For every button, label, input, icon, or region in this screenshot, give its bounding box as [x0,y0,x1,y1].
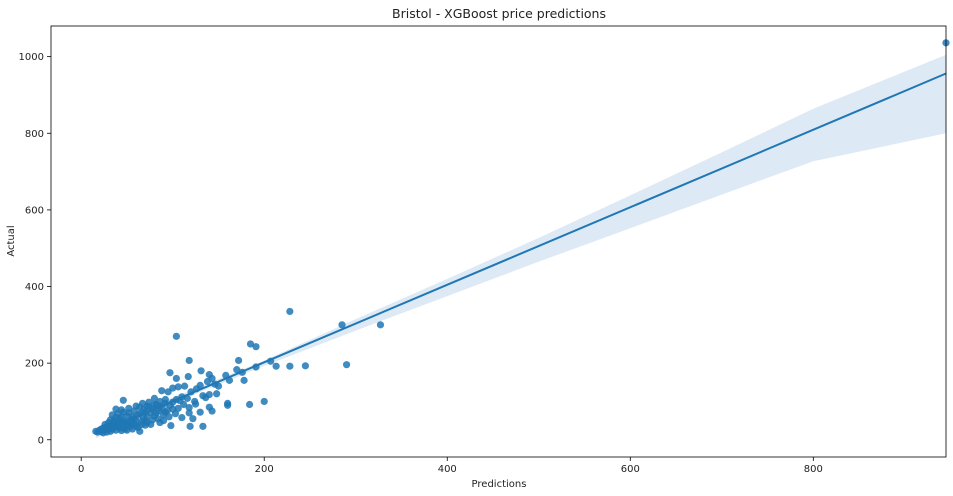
data-point [203,377,212,386]
data-point [301,362,310,370]
x-tick-label: 600 [621,464,640,475]
y-tick-label: 400 [25,282,44,293]
data-point [167,421,175,430]
data-point [158,387,166,395]
data-point [147,420,155,429]
chart-title: Bristol - XGBoost price predictions [392,6,606,21]
data-point [165,413,173,421]
data-point [196,408,204,416]
data-point [150,400,159,409]
data-point [172,374,180,383]
data-point [272,362,280,370]
data-point [141,417,149,425]
data-point [172,332,180,340]
data-point [197,367,205,375]
data-point [245,400,254,409]
confidence-band [95,54,947,439]
data-point [342,361,351,369]
data-point [186,422,194,430]
data-point [152,409,160,417]
confidence-band-layer [95,54,947,439]
data-point [286,307,294,316]
data-point [136,427,144,435]
data-point [246,340,255,348]
data-point [235,356,243,365]
data-point [174,404,182,412]
plot-frame [50,25,947,458]
data-point [132,422,140,430]
data-point [164,388,172,396]
regression-line-layer [95,72,947,435]
data-point [125,404,133,412]
axes-layer: 0 200 400 600 800 0 200 400 600 800 1000 [19,25,947,475]
data-point [185,403,193,412]
data-point [376,321,385,329]
data-point [240,376,248,384]
data-point [185,356,193,365]
data-point [112,405,120,413]
data-point [145,398,153,406]
x-tick-label: 800 [804,464,823,475]
data-point [171,410,180,418]
data-point [163,407,171,415]
data-point [252,343,260,351]
data-point [156,418,164,427]
data-point [286,362,294,370]
data-point [117,406,126,414]
x-tick-label: 200 [255,464,274,475]
data-point [136,403,144,411]
data-point [123,426,131,434]
data-point [174,383,182,391]
data-point [185,409,193,417]
y-tick-label: 200 [25,359,44,370]
data-point [233,366,241,374]
y-axis-label: Actual [6,225,17,256]
regression-line [95,72,947,435]
data-point [199,422,207,430]
data-point [224,401,232,409]
y-tick-label: 600 [25,205,44,216]
x-axis-label: Predictions [472,479,527,490]
data-point [191,397,199,406]
data-point [213,390,221,398]
x-tick-label: 0 [78,464,84,475]
data-point [338,321,346,329]
data-point [260,397,268,406]
data-point [166,369,174,377]
y-tick-label: 800 [25,129,44,140]
data-point [178,413,186,422]
scatter-points-layer [92,39,950,437]
x-tick-label: 400 [438,464,457,475]
data-point [150,394,159,402]
data-point [189,415,197,423]
data-point [119,396,127,404]
data-point [208,407,216,415]
data-point [184,372,192,381]
y-tick-label: 1000 [19,52,44,63]
data-point [181,382,189,390]
data-point [202,394,210,402]
y-tick-label: 0 [38,435,44,446]
data-point [214,382,223,390]
